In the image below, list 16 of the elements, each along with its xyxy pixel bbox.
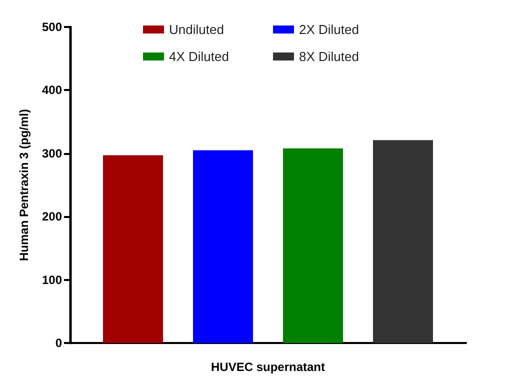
- y-tick-label: 500: [42, 20, 62, 34]
- legend-label: 2X Diluted: [299, 22, 359, 37]
- bar: [373, 140, 433, 343]
- legend-label: Undiluted: [169, 22, 224, 37]
- y-tick-label: 400: [42, 83, 62, 98]
- y-tick-label: 100: [42, 272, 62, 287]
- x-axis-title: HUVEC supernatant: [210, 360, 326, 374]
- legend-label: 4X Diluted: [169, 49, 229, 64]
- legend-label: 8X Diluted: [299, 49, 359, 64]
- y-tick-label: 0: [55, 336, 62, 350]
- bar: [193, 150, 253, 343]
- bar: [283, 148, 343, 343]
- y-tick-label: 300: [42, 146, 62, 160]
- y-tick-label: 200: [42, 210, 62, 224]
- bar: [103, 155, 163, 343]
- y-axis-title: Human Pentraxin 3 (pg/ml): [17, 108, 31, 262]
